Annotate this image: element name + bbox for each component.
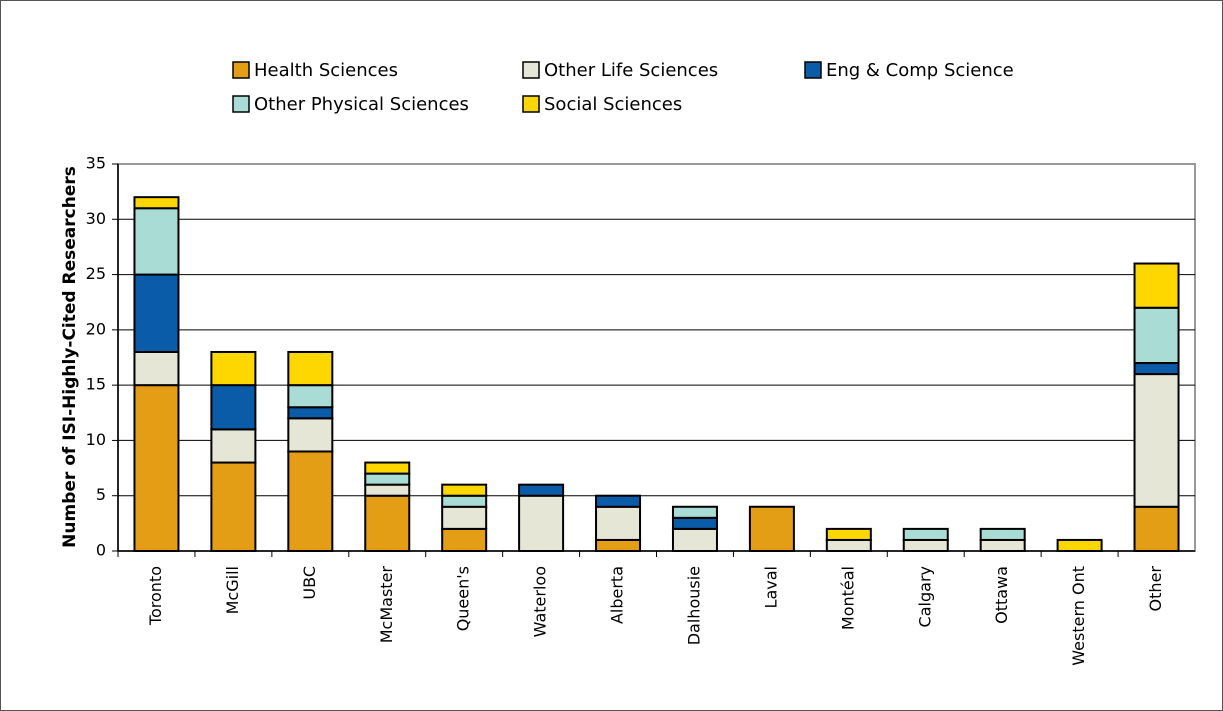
legend-label: Other Life Sciences <box>544 60 718 81</box>
y-tick-label: 0 <box>96 541 106 560</box>
x-tick-label: Montéal <box>838 566 857 630</box>
bar-segment <box>133 350 180 387</box>
bar-segment <box>1133 373 1180 508</box>
y-tick-label: 5 <box>96 485 106 504</box>
x-tick-label: Laval <box>761 566 780 608</box>
x-tick-label: Calgary <box>915 566 934 627</box>
y-tick-label: 20 <box>86 319 106 338</box>
legend-label: Health Sciences <box>254 60 398 81</box>
bar-segment <box>748 505 795 552</box>
bar-segment <box>210 428 257 464</box>
y-tick-label: 10 <box>86 430 106 449</box>
x-tick-label: Ottawa <box>992 566 1011 624</box>
bar-segment <box>441 527 488 553</box>
y-tick-label: 30 <box>86 209 106 228</box>
bar-segment <box>364 472 411 486</box>
bar-segment <box>287 450 334 552</box>
x-tick-label: McGill <box>223 566 242 614</box>
bar-segment <box>979 527 1026 541</box>
bar-segment <box>595 538 642 553</box>
bar-segment <box>210 350 257 387</box>
bar-segment <box>133 273 180 353</box>
bar-segment <box>287 350 334 387</box>
bar-segment <box>210 384 257 431</box>
legend-swatch <box>232 95 250 113</box>
bar-segment <box>1133 362 1180 376</box>
bar-segment <box>825 538 872 553</box>
bar-segment <box>979 538 1026 553</box>
y-tick-label: 15 <box>86 375 106 394</box>
bar-segment <box>1133 306 1180 365</box>
y-tick-label: 25 <box>86 264 106 283</box>
bar-segment <box>287 406 334 420</box>
bar-segment <box>518 483 565 497</box>
y-tick-label: 35 <box>86 154 106 173</box>
bar-segment <box>825 527 872 541</box>
bar-segment <box>671 505 718 519</box>
x-tick-label: Dalhousie <box>684 566 703 645</box>
x-tick-label: UBC <box>300 566 319 600</box>
x-tick-label: Waterloo <box>531 566 550 637</box>
bar-segment <box>441 483 488 497</box>
x-tick-label: Queen's <box>454 566 473 631</box>
x-tick-label: Toronto <box>146 566 165 626</box>
bar-segment <box>1133 505 1180 552</box>
legend-label: Other Physical Sciences <box>254 94 469 115</box>
x-tick-label: Western Ont <box>1069 566 1088 666</box>
bar-segment <box>133 196 180 210</box>
legend-label: Social Sciences <box>544 94 682 115</box>
bar-segment <box>595 494 642 508</box>
bar-segment <box>671 516 718 530</box>
legend-swatch <box>522 95 540 113</box>
legend-swatch <box>522 61 540 79</box>
bar-segment <box>441 494 488 508</box>
legend-swatch <box>232 61 250 79</box>
bar-segment <box>518 494 565 553</box>
x-tick-label: Alberta <box>608 566 627 624</box>
bar-segment <box>364 461 411 475</box>
bar-segment <box>364 483 411 497</box>
bar-segment <box>1133 262 1180 309</box>
x-tick-label: McMaster <box>377 566 396 644</box>
bar-segment <box>902 527 949 541</box>
x-tick-label: Other <box>1146 566 1165 612</box>
bar-segment <box>287 417 334 453</box>
bar-segment <box>364 494 411 553</box>
bar-segment <box>595 505 642 541</box>
bar-segment <box>210 461 257 552</box>
bar-segment <box>133 384 180 552</box>
legend-swatch <box>804 61 822 79</box>
y-axis-label: Number of ISI-Highly-Cited Researchers <box>60 166 80 548</box>
bar-segment <box>902 538 949 553</box>
legend-label: Eng & Comp Science <box>826 60 1014 81</box>
bar-segment <box>671 527 718 553</box>
bar-segment <box>1056 538 1103 553</box>
bar-segment <box>287 384 334 409</box>
bar-segment <box>441 505 488 530</box>
bar-segment <box>133 207 180 276</box>
